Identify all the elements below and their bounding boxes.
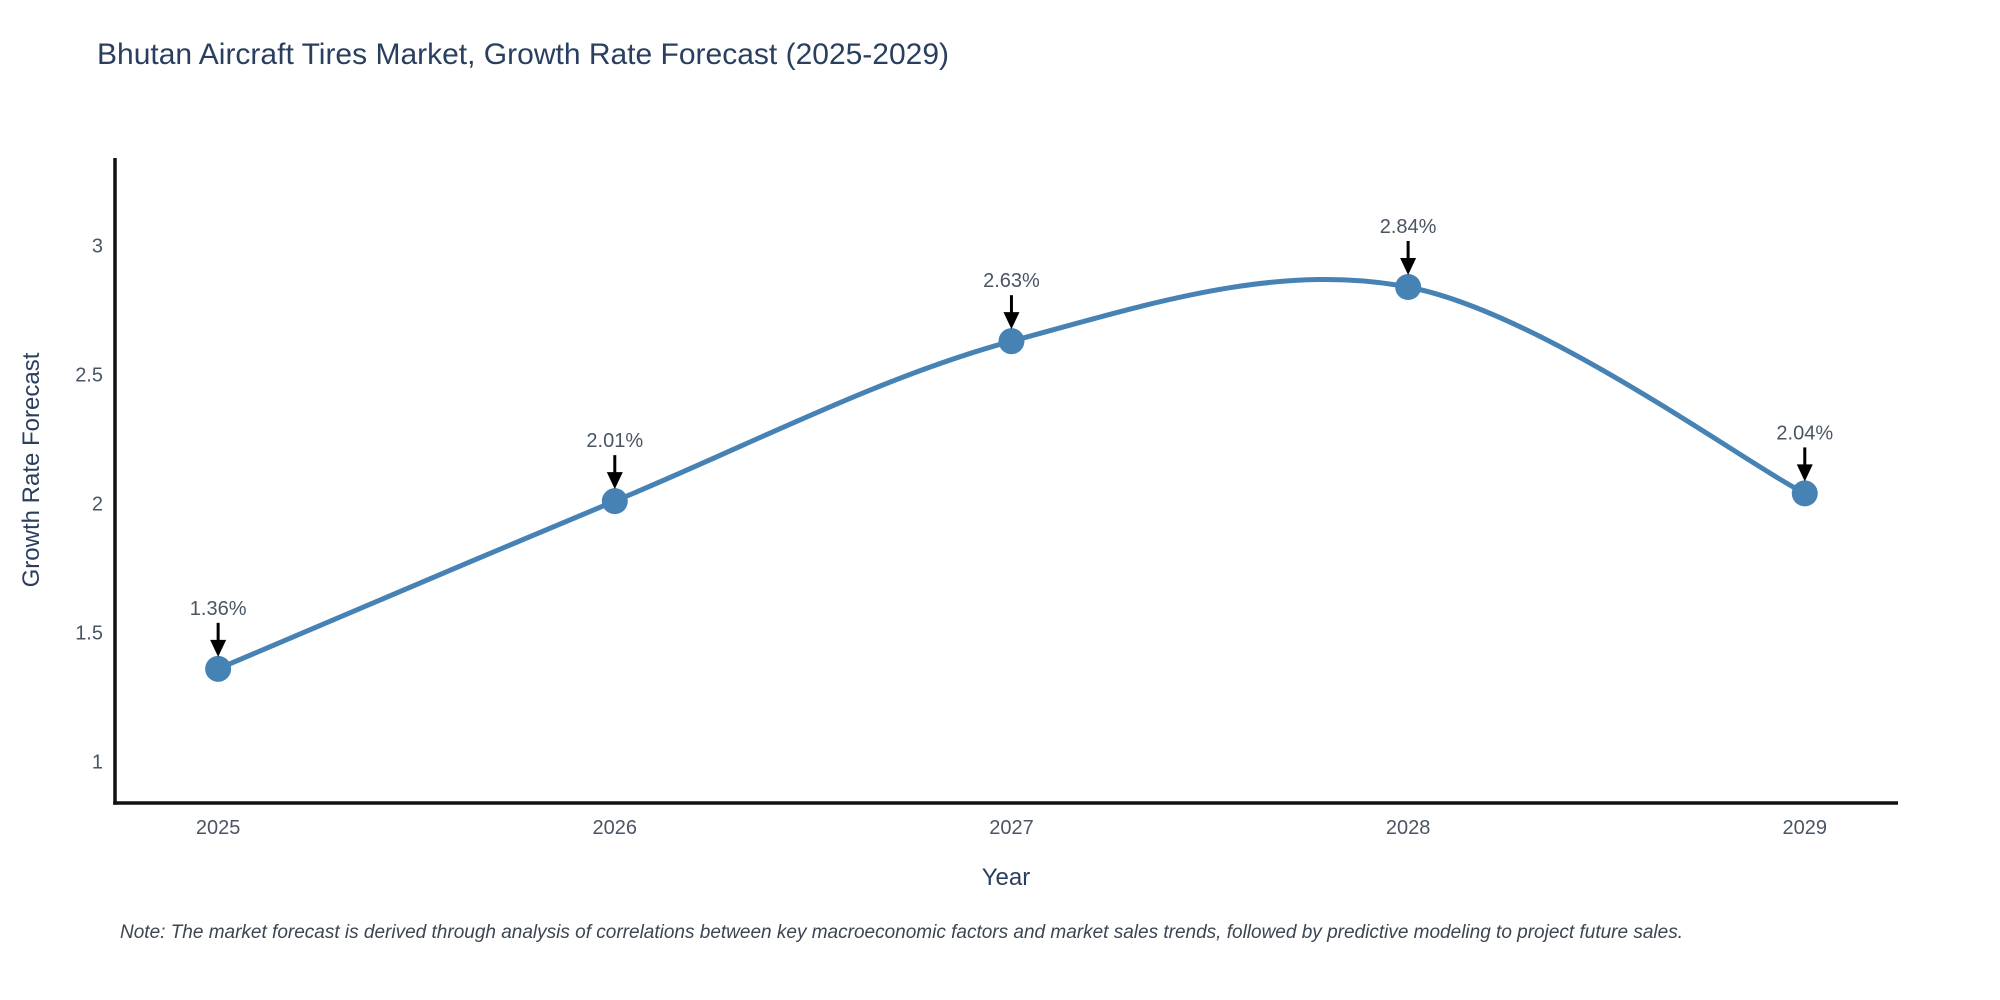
annotation-arrowhead-icon [210, 639, 227, 657]
x-tick-label: 2025 [196, 817, 241, 839]
annotation-label: 2.84% [1380, 216, 1437, 238]
data-point-marker[interactable] [998, 328, 1025, 355]
data-point-marker[interactable] [601, 488, 628, 515]
chart-title: Bhutan Aircraft Tires Market, Growth Rat… [97, 38, 950, 71]
y-tick-label: 3 [92, 236, 103, 258]
y-tick-label: 2 [92, 494, 103, 516]
annotation-label: 2.04% [1776, 422, 1833, 444]
annotation-arrowhead-icon [606, 472, 623, 490]
annotation-label: 2.01% [586, 430, 643, 452]
annotation-label: 1.36% [190, 598, 247, 620]
data-point-marker[interactable] [1395, 274, 1422, 300]
annotation-arrowhead-icon [1796, 464, 1813, 482]
x-axis-title: Year [981, 864, 1031, 891]
x-tick-label: 2028 [1386, 817, 1431, 839]
data-point-marker[interactable] [205, 655, 232, 682]
x-tick-label: 2026 [593, 817, 638, 839]
x-tick-label: 2027 [989, 817, 1034, 839]
y-tick-label: 2.5 [75, 365, 103, 387]
annotation-label: 2.63% [983, 270, 1040, 292]
annotation-arrowhead-icon [1400, 258, 1417, 275]
x-tick-label: 2029 [1783, 817, 1828, 839]
data-point-marker[interactable] [1791, 480, 1818, 507]
y-tick-label: 1.5 [75, 623, 103, 645]
annotation-arrowhead-icon [1003, 312, 1020, 330]
footnote: Note: The market forecast is derived thr… [120, 922, 1683, 943]
y-tick-label: 1 [92, 752, 103, 774]
